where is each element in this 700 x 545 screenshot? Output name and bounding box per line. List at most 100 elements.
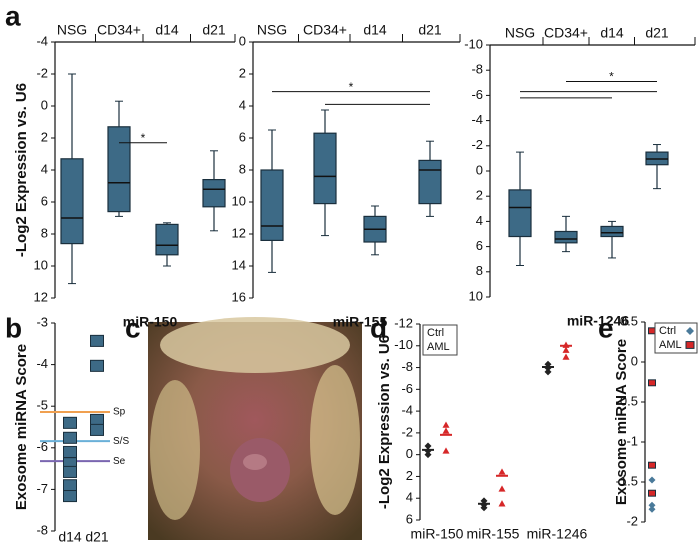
marker [498, 500, 506, 507]
y-axis-label: -Log2 Expression vs. U6 [13, 83, 30, 257]
marker [562, 353, 570, 360]
y-tick-label: 8 [41, 225, 48, 240]
y-tick-label: 12 [34, 289, 48, 304]
y-tick-label: 0 [476, 162, 483, 177]
y-tick-label: -0.5 [616, 393, 638, 408]
y-tick-label: -1.5 [616, 473, 638, 488]
marker [648, 476, 656, 484]
y-tick-label: -1 [626, 433, 638, 448]
y-tick-label: 4 [239, 97, 246, 112]
x-tick-label: d14 [363, 22, 387, 38]
y-tick-label: 2 [406, 468, 413, 483]
box [107, 126, 131, 213]
panel-label: b [5, 312, 22, 343]
y-tick-label: 0.5 [620, 313, 638, 328]
marker [442, 447, 450, 454]
x-tick-label: miR-150 [411, 526, 464, 542]
x-tick-label: miR-1246 [527, 526, 588, 542]
y-axis-label: Exosome miRNA Score [13, 344, 30, 510]
x-tick-label: d21 [418, 22, 442, 38]
marker [480, 497, 488, 505]
marker [90, 359, 104, 372]
tumor [230, 438, 290, 502]
y-tick-label: 6 [476, 238, 483, 253]
marker [648, 461, 656, 469]
y-tick-label: -6 [401, 381, 413, 396]
chart-title: miR-1246 [567, 313, 629, 329]
y-tick-label: -2 [626, 513, 638, 528]
y-tick-label: 6 [406, 511, 413, 526]
box [600, 225, 624, 238]
marker [63, 416, 77, 429]
y-tick-label: 4 [476, 213, 483, 228]
fur [150, 380, 200, 520]
panel-label: c [125, 312, 141, 343]
reference-label: Sp [113, 407, 126, 418]
y-tick-label: -8 [36, 522, 48, 537]
y-tick-label: 0 [406, 446, 413, 461]
x-tick-label: d21 [85, 529, 109, 545]
x-tick-label: NSG [505, 25, 535, 41]
box [554, 230, 578, 244]
legend-marker [686, 327, 694, 335]
marker [63, 465, 77, 478]
x-tick-label: NSG [257, 22, 287, 38]
box [508, 189, 532, 238]
x-tick-label: d14 [58, 529, 82, 545]
legend-box [422, 324, 458, 356]
significance-label: * [349, 80, 354, 94]
y-tick-label: 10 [34, 257, 48, 272]
marker [498, 485, 506, 492]
y-tick-label: 6 [239, 129, 246, 144]
y-tick-label: -2 [401, 424, 413, 439]
x-tick-label: NSG [57, 22, 87, 38]
x-tick-label: CD34+ [97, 22, 141, 38]
y-axis-label: -Log2 Expression vs. U6 [376, 335, 393, 509]
marker [442, 421, 450, 428]
x-tick-label: d14 [600, 25, 624, 41]
marker [648, 489, 656, 497]
y-tick-label: -6 [36, 439, 48, 454]
panel-label: e [598, 312, 614, 343]
marker [480, 504, 488, 512]
y-tick-label: 10 [232, 193, 246, 208]
y-tick-label: -2 [36, 65, 48, 80]
x-tick-label: d14 [155, 22, 179, 38]
y-tick-label: 4 [406, 490, 413, 505]
y-tick-label: 10 [469, 288, 483, 303]
marker [63, 479, 77, 492]
x-tick-label: CD34+ [544, 25, 588, 41]
box [260, 169, 284, 242]
y-tick-label: -4 [401, 403, 413, 418]
y-tick-label: 12 [232, 225, 246, 240]
marker [544, 368, 552, 376]
legend-label: Ctrl [427, 327, 444, 339]
panel-label: a [5, 0, 21, 31]
y-tick-label: -4 [36, 33, 48, 48]
x-tick-label: d21 [202, 22, 226, 38]
y-tick-label: 0 [239, 33, 246, 48]
y-tick-label: -12 [394, 315, 413, 330]
x-tick-label: CD34+ [303, 22, 347, 38]
box [313, 132, 337, 205]
chart-title: miR-155 [333, 314, 388, 330]
x-tick-label: d21 [645, 25, 669, 41]
y-tick-label: -5 [36, 398, 48, 413]
marker [498, 468, 506, 475]
legend-label: AML [427, 341, 450, 353]
box [418, 159, 442, 205]
fur [310, 365, 360, 515]
box [202, 179, 226, 208]
marker [648, 501, 656, 509]
marker [648, 379, 656, 387]
y-tick-label: 2 [239, 65, 246, 80]
legend-marker [685, 341, 695, 349]
significance-label: * [609, 70, 614, 84]
y-tick-label: -4 [36, 356, 48, 371]
y-tick-label: -2 [471, 137, 483, 152]
marker [90, 413, 104, 426]
y-tick-label: -10 [394, 337, 413, 352]
panel-label: d [370, 312, 387, 343]
y-tick-label: -10 [464, 36, 483, 51]
y-tick-label: 0 [41, 97, 48, 112]
